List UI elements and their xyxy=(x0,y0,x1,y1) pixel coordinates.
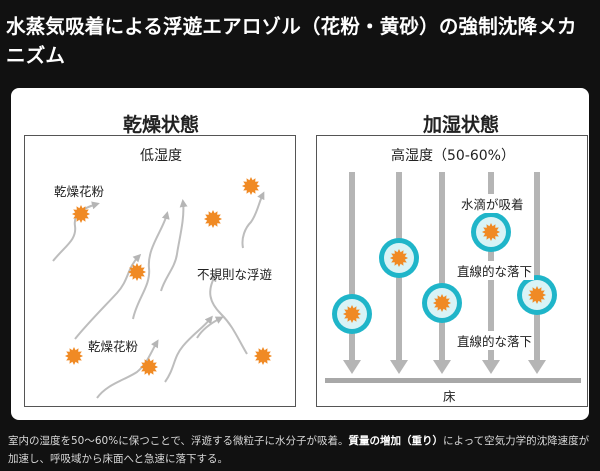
linear-fall-label-2: 直線的な落下 xyxy=(455,331,535,350)
caption-bold: 質量の増加（重り） xyxy=(348,435,443,447)
pollen-particle xyxy=(72,205,90,223)
fall-arrow-head xyxy=(390,360,408,374)
fall-arrow-head xyxy=(343,360,361,374)
wet-pollen-layer xyxy=(332,212,557,334)
pollen-particle xyxy=(65,347,83,365)
pollen-particle xyxy=(390,249,408,267)
airflow-arrow xyxy=(160,199,188,292)
caption-text-1: 室内の湿度を50〜60%に保つことで、浮遊する微粒子に水分子が吸着。 xyxy=(8,435,349,447)
fall-arrow-shaft xyxy=(439,172,445,362)
pollen-particle xyxy=(433,294,451,312)
diagram-panel: 乾燥状態 低湿度 乾燥花粉 乾燥花粉 不規則な浮遊 xyxy=(11,88,589,420)
dry-state-box: 低湿度 乾燥花粉 乾燥花粉 不規則な浮遊 xyxy=(24,135,296,407)
airflow-arrow xyxy=(74,253,142,340)
dry-airflow-layer xyxy=(52,191,265,399)
fall-arrow-head xyxy=(433,360,451,374)
fall-arrow-shaft xyxy=(349,172,355,362)
airflow-arrow xyxy=(196,316,224,339)
page-title: 水蒸気吸着による浮遊エアロゾル（花粉・黄砂）の強制沈降メカニズム xyxy=(6,15,577,67)
pollen-particle xyxy=(254,347,272,365)
humid-humidity-label: 高湿度（50-60%） xyxy=(391,148,515,164)
airflow-arrow xyxy=(209,273,248,355)
airflow-arrow xyxy=(241,191,265,249)
dry-humidity-label: 低湿度 xyxy=(140,148,182,164)
airflow-arrow xyxy=(132,211,170,320)
airflow-arrow xyxy=(52,201,100,262)
dry-pollen-layer xyxy=(65,177,272,376)
irregular-float-label: 不規則な浮遊 xyxy=(197,267,273,282)
floor-line xyxy=(325,378,581,383)
humid-state-box: 高湿度（50-60%） 水滴が吸着 直線的な落下 直線的な落下 床 xyxy=(316,135,588,407)
humid-state-heading: 加湿状態 xyxy=(422,114,499,136)
floor-label: 床 xyxy=(443,389,456,404)
dry-state-heading: 乾燥状態 xyxy=(122,114,199,136)
pollen-particle xyxy=(128,263,146,281)
dry-pollen-label-top: 乾燥花粉 xyxy=(54,184,105,199)
pollen-particle xyxy=(343,305,361,323)
airflow-arrow xyxy=(164,315,213,383)
pollen-particle xyxy=(204,210,222,228)
explanation-caption: 室内の湿度を50〜60%に保つことで、浮遊する微粒子に水分子が吸着。質量の増加（… xyxy=(8,432,594,468)
fall-arrow-shaft xyxy=(534,172,540,362)
fall-arrow-head xyxy=(482,360,500,374)
pollen-particle xyxy=(242,177,260,195)
fall-arrow-head xyxy=(528,360,546,374)
pollen-particle xyxy=(528,286,546,304)
caption-text-2: によって空気力学的沈降速度が加速し、呼吸域から床面へと急速に落下する。 xyxy=(8,435,590,465)
linear-fall-label-1: 直線的な落下 xyxy=(455,261,535,280)
pollen-particle xyxy=(482,223,500,241)
pollen-particle xyxy=(140,358,158,376)
dry-pollen-label-bottom: 乾燥花粉 xyxy=(88,339,139,354)
airflow-arrow xyxy=(96,339,159,399)
water-absorb-label: 水滴が吸着 xyxy=(459,194,526,213)
